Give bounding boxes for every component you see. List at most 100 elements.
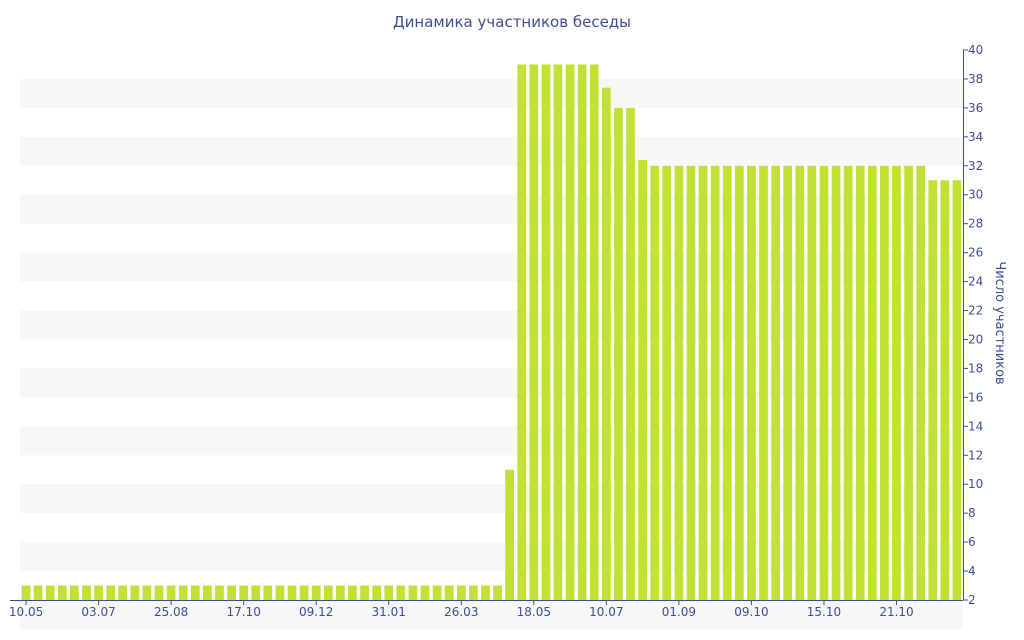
y-tick-label: 22	[968, 304, 983, 318]
y-tick-label: 8	[968, 506, 976, 520]
bar	[831, 165, 841, 600]
bar	[469, 585, 478, 600]
y-tick-label: 10	[968, 477, 983, 491]
x-tick-label: 10.05	[9, 605, 43, 619]
bar	[493, 585, 502, 600]
bar	[408, 585, 418, 600]
bar	[880, 165, 889, 600]
bar	[33, 585, 43, 600]
grid-band	[20, 78, 963, 108]
bar	[239, 585, 249, 600]
bar	[323, 585, 333, 600]
y-tick-label: 6	[968, 535, 976, 549]
bar	[251, 585, 261, 600]
bar	[203, 585, 212, 600]
bar	[892, 165, 901, 600]
bar	[783, 165, 793, 600]
x-tick-label: 09.10	[734, 605, 768, 619]
bar	[94, 585, 103, 600]
y-tick-label: 26	[968, 246, 983, 260]
bar	[57, 585, 67, 600]
bar	[867, 165, 877, 600]
bar	[771, 165, 780, 600]
bar	[190, 585, 200, 600]
y-tick-label: 2	[968, 593, 976, 607]
bar	[819, 165, 829, 600]
y-tick-label: 16	[968, 390, 983, 404]
bar	[577, 64, 587, 600]
x-tick-label: 31.01	[372, 605, 406, 619]
bar	[166, 585, 176, 600]
y-tick-label: 40	[968, 43, 983, 57]
bar	[154, 585, 164, 600]
bar	[372, 585, 381, 600]
y-axis: 246810121416182022242628303234363840Числ…	[963, 43, 1007, 607]
bar	[432, 585, 442, 600]
bars	[21, 64, 962, 600]
grid-band	[20, 484, 963, 514]
bar	[589, 64, 599, 600]
x-tick-label: 15.10	[807, 605, 841, 619]
bar	[45, 585, 55, 600]
bar	[118, 585, 128, 600]
y-tick-label: 38	[968, 72, 983, 86]
x-tick-label: 17.10	[226, 605, 260, 619]
x-tick-label: 01.09	[662, 605, 696, 619]
y-tick-label: 28	[968, 217, 983, 231]
x-tick-label: 18.05	[517, 605, 551, 619]
bar	[106, 585, 116, 600]
bar	[674, 165, 684, 600]
bar	[299, 585, 309, 600]
bar	[614, 107, 623, 600]
bar	[227, 585, 236, 600]
y-tick-label: 32	[968, 159, 983, 173]
chart-title: Динамика участников беседы	[392, 13, 632, 31]
grid-band	[20, 310, 963, 340]
bar	[517, 64, 527, 600]
bar	[481, 585, 490, 600]
bar	[952, 180, 962, 600]
bar	[348, 585, 357, 600]
x-tick-label: 03.07	[81, 605, 115, 619]
bar	[384, 585, 394, 600]
x-tick-label: 10.07	[589, 605, 623, 619]
grid-band	[20, 368, 963, 398]
bar	[420, 585, 430, 600]
bar	[843, 165, 853, 600]
bar	[541, 64, 551, 600]
bar	[795, 165, 805, 600]
bar	[263, 585, 273, 600]
bar	[855, 165, 865, 600]
bar	[710, 165, 720, 600]
bar	[142, 585, 152, 600]
y-tick-label: 18	[968, 361, 983, 375]
x-axis: 10.05 03.07 25.08 17.10 09.12 31.01 26.03 18.05…	[9, 600, 963, 619]
bar	[807, 165, 817, 600]
bar	[759, 165, 768, 600]
bar	[686, 165, 696, 600]
bar	[287, 585, 297, 600]
y-tick-label: 12	[968, 448, 983, 462]
bar	[529, 64, 539, 600]
bar	[916, 165, 926, 600]
y-tick-label: 14	[968, 419, 983, 433]
bar	[650, 165, 660, 600]
y-tick-label: 24	[968, 275, 983, 289]
bar	[565, 64, 575, 600]
y-tick-label: 34	[968, 130, 983, 144]
y-tick-label: 4	[968, 564, 976, 578]
bar	[662, 165, 672, 600]
bar	[456, 585, 466, 600]
grid-band	[20, 426, 963, 456]
bar	[722, 165, 732, 600]
x-tick-label: 26.03	[444, 605, 478, 619]
bar	[444, 585, 454, 600]
bar	[215, 585, 224, 600]
y-tick-label: 20	[968, 332, 983, 346]
bar	[360, 585, 369, 600]
bar	[940, 180, 950, 600]
bar	[130, 585, 140, 600]
y-tick-label: 30	[968, 188, 983, 202]
